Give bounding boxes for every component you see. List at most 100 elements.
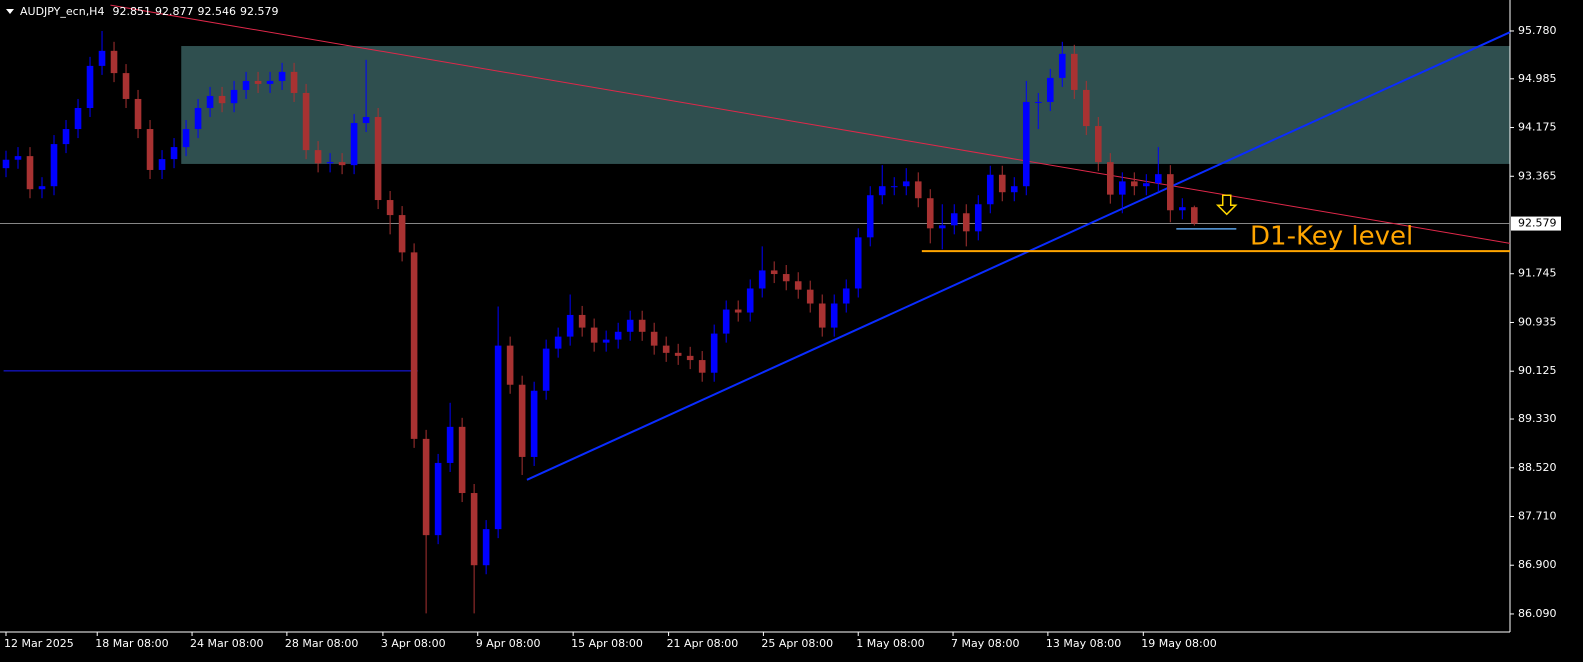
candle-body — [746, 288, 754, 313]
candle-body — [2, 159, 10, 169]
x-tick-label: 18 Mar 08:00 — [95, 637, 168, 650]
x-tick-label: 25 Apr 08:00 — [761, 637, 833, 650]
candle-body — [158, 159, 166, 170]
candle-body — [566, 314, 574, 337]
candle-body — [458, 426, 466, 494]
x-tick-label: 1 May 08:00 — [856, 637, 924, 650]
candle-body — [1191, 207, 1198, 224]
x-tick-label: 15 Apr 08:00 — [571, 637, 643, 650]
candle-body — [410, 252, 418, 439]
header-high: 92.877 — [155, 5, 194, 18]
candle-body — [926, 198, 934, 229]
candle-body — [878, 186, 886, 196]
candle-body — [470, 493, 478, 566]
candle-body — [1179, 207, 1186, 211]
candle-body — [374, 117, 382, 201]
candle-body — [1070, 53, 1078, 90]
candle-body — [218, 95, 226, 104]
candle-body — [794, 281, 802, 290]
candle-body — [350, 123, 358, 166]
candle-body — [866, 195, 874, 238]
y-tick-label: 94.175 — [1518, 121, 1557, 134]
down-arrow — [1215, 194, 1238, 216]
trendline — [526, 31, 1511, 481]
candle-body — [638, 319, 646, 332]
candle-body — [194, 107, 202, 130]
candle-body — [494, 345, 502, 530]
candle-body — [1118, 181, 1126, 195]
candle-body — [530, 390, 538, 457]
candle-body — [26, 156, 34, 190]
candle-body — [62, 129, 70, 145]
candle-body — [98, 50, 106, 66]
candle-body — [770, 270, 778, 275]
candle-body — [1143, 183, 1150, 187]
candle-body — [758, 270, 766, 289]
candle-body — [1058, 53, 1066, 78]
candle-body — [134, 98, 142, 130]
candle-body — [854, 237, 862, 289]
candle-body — [938, 225, 946, 229]
candle-body — [662, 345, 670, 353]
header-low: 92.546 — [197, 5, 236, 18]
candle-body — [506, 345, 514, 385]
candle-body — [1155, 174, 1162, 184]
candle-body — [1106, 162, 1114, 195]
menu-triangle — [6, 9, 14, 14]
x-tick-label: 9 Apr 08:00 — [476, 637, 541, 650]
candle-body — [230, 89, 238, 104]
candle-body — [110, 50, 118, 74]
candle-body — [1022, 101, 1030, 187]
candle-body — [290, 71, 298, 93]
header-close: 92.579 — [240, 5, 279, 18]
candle-body — [782, 274, 790, 282]
header-text: AUDJPY_ecn,H4 92.851 92.877 92.546 92.579 — [20, 5, 278, 18]
x-tick-label: 13 May 08:00 — [1046, 637, 1121, 650]
candle-body — [902, 181, 910, 187]
y-tick-label: 88.520 — [1518, 461, 1557, 474]
candle-body — [626, 319, 634, 332]
y-tick-label: 91.745 — [1518, 267, 1557, 280]
header: AUDJPY_ecn,H4 92.851 92.877 92.546 92.579 — [6, 5, 278, 18]
header-open: 92.851 — [112, 5, 151, 18]
x-tick-label: 3 Apr 08:00 — [381, 637, 446, 650]
candle-body — [146, 129, 154, 170]
candle-body — [74, 107, 82, 130]
candle-body — [722, 309, 730, 334]
y-tick-label: 90.125 — [1518, 364, 1557, 377]
candle-body — [338, 162, 346, 166]
candle-body — [422, 438, 430, 536]
candle-body — [278, 71, 286, 81]
candle-body — [674, 352, 682, 356]
candle-body — [254, 80, 262, 84]
candle-body — [266, 80, 274, 84]
y-tick-label: 87.710 — [1518, 509, 1557, 522]
candle-body — [650, 331, 658, 346]
candle-body — [818, 303, 826, 328]
candle-body — [314, 150, 322, 164]
candle-body — [518, 384, 526, 457]
current-price-box — [1511, 216, 1561, 231]
candle-body — [482, 529, 490, 566]
candle-body — [686, 355, 694, 361]
candle-body — [182, 129, 190, 148]
candle-body — [602, 339, 610, 343]
candle-body — [614, 331, 622, 340]
candle-body — [998, 174, 1006, 193]
y-tick-label: 90.935 — [1518, 315, 1557, 328]
resistance-zone — [181, 46, 1510, 164]
candle-body — [590, 327, 598, 343]
y-tick-label: 86.900 — [1518, 558, 1557, 571]
candle-body — [170, 147, 178, 160]
y-tick-label: 94.985 — [1518, 72, 1557, 85]
candle-body — [326, 162, 334, 164]
y-tick-label: 95.780 — [1518, 24, 1557, 37]
candle-body — [554, 336, 562, 349]
candle-body — [38, 186, 46, 190]
candle-body — [914, 181, 922, 199]
candle-body — [1034, 101, 1042, 103]
x-tick-label: 7 May 08:00 — [951, 637, 1019, 650]
x-tick-label: 28 Mar 08:00 — [285, 637, 358, 650]
candle-body — [890, 186, 898, 188]
candle-body — [734, 309, 742, 313]
